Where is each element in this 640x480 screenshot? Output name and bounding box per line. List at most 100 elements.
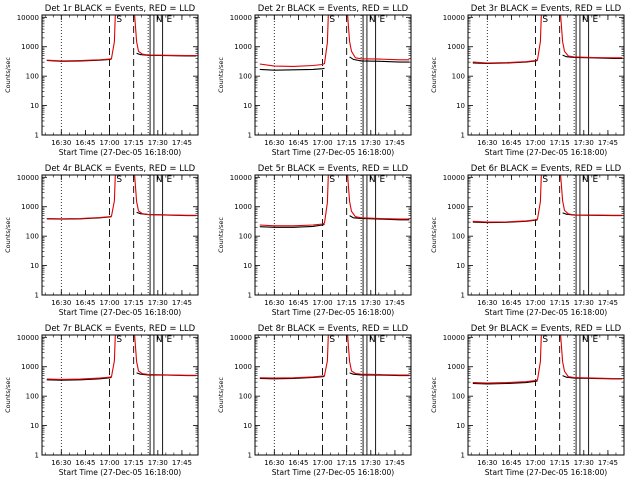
y-axis-label: Counts/sec (430, 57, 438, 93)
x-tick-label: 17:45 (172, 139, 192, 147)
y-axis-label: Counts/sec (217, 377, 225, 413)
x-tick-label: 16:45 (501, 299, 521, 307)
y-tick-label: 1 (35, 452, 39, 460)
x-tick-label: 17:15 (337, 459, 357, 467)
x-tick-label: 17:00 (525, 459, 545, 467)
events-series-line (349, 215, 410, 221)
lld-series-line (46, 334, 116, 380)
x-tick-label: 17:00 (99, 139, 119, 147)
lld-series-line (134, 334, 197, 376)
x-tick-label: 17:30 (361, 459, 381, 467)
x-tick-label: 17:45 (385, 139, 405, 147)
lld-series-line (259, 174, 329, 227)
x-tick-label: 17:15 (550, 139, 570, 147)
events-series-line (259, 67, 325, 71)
y-tick-label: 10000 (230, 334, 252, 342)
time-marker-label: S (116, 175, 122, 185)
y-tick-label: 1000 (21, 43, 39, 51)
time-marker-label: N (582, 175, 589, 185)
y-tick-label: 1 (248, 452, 252, 460)
panel-det-6: Det 6r BLACK = Events, RED = LLD Counts/s… (430, 164, 625, 317)
y-tick-label: 1000 (21, 203, 39, 211)
x-tick-label: 16:30 (477, 139, 497, 147)
lld-series-line (46, 174, 116, 220)
x-tick-label: 17:00 (99, 299, 119, 307)
time-marker-label: N (156, 175, 163, 185)
events-series-line (472, 380, 538, 385)
y-axis-label: Counts/sec (4, 57, 12, 93)
x-axis-label: Start Time (27-Dec-05 16:18:00) (59, 468, 181, 477)
x-axis-label: Start Time (27-Dec-05 16:18:00) (59, 148, 181, 157)
panel-det-1: Det 1r BLACK = Events, RED = LLD Counts/s… (4, 4, 199, 157)
y-tick-label: 1 (461, 292, 465, 300)
y-tick-label: 10 (456, 102, 465, 110)
x-tick-label: 16:45 (75, 139, 95, 147)
y-tick-label: 10000 (230, 14, 252, 22)
events-series-line (349, 56, 410, 63)
y-tick-label: 10000 (443, 334, 465, 342)
x-tick-label: 16:30 (264, 459, 284, 467)
x-tick-label: 16:30 (477, 299, 497, 307)
y-tick-label: 10 (30, 102, 39, 110)
y-tick-label: 10000 (17, 334, 39, 342)
y-tick-label: 1 (35, 132, 39, 140)
lld-series-line (259, 334, 329, 379)
y-tick-label: 100 (239, 233, 252, 241)
plot-frame (254, 174, 412, 296)
x-tick-label: 16:45 (288, 459, 308, 467)
events-series-line (46, 376, 112, 381)
lld-series-line (46, 14, 116, 62)
y-tick-label: 1 (248, 292, 252, 300)
y-tick-label: 100 (26, 233, 39, 241)
y-tick-label: 100 (26, 393, 39, 401)
time-marker-label: S (542, 15, 548, 25)
x-tick-label: 17:00 (312, 299, 332, 307)
events-series-line (259, 375, 325, 380)
y-tick-label: 1000 (447, 363, 465, 371)
lld-series-line (472, 14, 542, 64)
time-marker-label: S (542, 335, 548, 345)
x-tick-label: 17:45 (598, 139, 618, 147)
x-tick-label: 17:00 (525, 139, 545, 147)
x-tick-label: 17:30 (148, 299, 168, 307)
x-tick-label: 17:45 (172, 459, 192, 467)
x-tick-label: 16:45 (75, 459, 95, 467)
panel-det-2: Det 2r BLACK = Events, RED = LLD Counts/s… (217, 4, 412, 157)
x-tick-label: 16:30 (264, 139, 284, 147)
y-tick-label: 100 (452, 393, 465, 401)
time-marker-label: N (582, 15, 589, 25)
x-tick-label: 16:45 (288, 299, 308, 307)
panel-title: Det 6r BLACK = Events, RED = LLD (471, 164, 622, 174)
lld-series-line (134, 174, 197, 216)
y-tick-label: 10000 (17, 14, 39, 22)
time-marker-label: S (116, 335, 122, 345)
plot-frame (467, 14, 625, 136)
x-tick-label: 17:30 (574, 139, 594, 147)
lld-series-line (347, 174, 410, 220)
y-tick-label: 1000 (21, 363, 39, 371)
y-tick-label: 10000 (443, 174, 465, 182)
x-tick-label: 17:30 (574, 459, 594, 467)
x-tick-label: 16:30 (51, 459, 71, 467)
y-tick-label: 1000 (447, 203, 465, 211)
plot-frame (467, 174, 625, 296)
time-marker-label: E (380, 175, 386, 185)
y-tick-label: 10000 (17, 174, 39, 182)
plot-frame (254, 334, 412, 456)
y-axis-label: Counts/sec (217, 57, 225, 93)
panel-title: Det 5r BLACK = Events, RED = LLD (258, 164, 409, 174)
y-tick-label: 10 (243, 102, 252, 110)
x-tick-label: 17:00 (312, 139, 332, 147)
panel-title: Det 8r BLACK = Events, RED = LLD (258, 324, 409, 334)
plot-frame (41, 334, 199, 456)
x-tick-label: 17:15 (124, 139, 144, 147)
x-tick-label: 16:45 (75, 299, 95, 307)
time-marker-label: N (369, 15, 376, 25)
x-tick-label: 17:30 (148, 459, 168, 467)
time-marker-label: E (593, 175, 599, 185)
y-tick-label: 10 (456, 262, 465, 270)
y-tick-label: 1 (461, 452, 465, 460)
lld-series-line (472, 174, 542, 223)
x-tick-label: 16:30 (264, 299, 284, 307)
x-axis-label: Start Time (27-Dec-05 16:18:00) (485, 148, 607, 157)
